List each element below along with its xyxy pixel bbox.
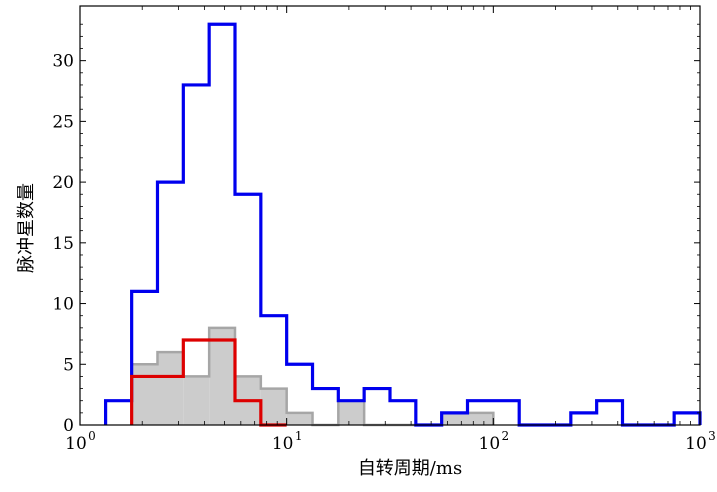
gray-filled-series-bar-8 [338, 400, 365, 425]
gray-filled-series-bar-3 [209, 327, 235, 425]
x-tick-exponent-1: 1 [295, 429, 303, 443]
gray-filled-series-bar-12 [441, 412, 468, 425]
y-tick-label-0: 0 [63, 416, 74, 436]
y-tick-label-15: 15 [52, 234, 74, 254]
plot-frame [79, 5, 701, 426]
series-layer [103, 22, 702, 427]
x-axis-label: 自转周期/ms [358, 458, 462, 479]
x-tick-exponent-2: 2 [502, 429, 510, 443]
gray-filled-series-bar-2 [183, 376, 210, 425]
blue-step-series [103, 22, 702, 427]
gray-filled-series-bar-5 [260, 388, 287, 425]
red-step-series-outline [130, 338, 287, 427]
x-tick-label-3: 10 [685, 434, 707, 454]
y-tick-label-30: 30 [52, 52, 74, 72]
y-tick-label-20: 20 [52, 173, 74, 193]
y-tick-label-10: 10 [52, 295, 74, 315]
blue-step-series-outline [103, 22, 702, 427]
x-tick-exponent-0: 0 [88, 429, 96, 443]
y-tick-label-5: 5 [63, 355, 74, 375]
x-tick-label-1: 10 [272, 434, 294, 454]
x-tick-label-2: 10 [479, 434, 501, 454]
gray-filled-series-bar-13 [467, 412, 494, 425]
gray-filled-series-bar-6 [286, 412, 313, 425]
y-axis-label: 脉冲星数量 [16, 183, 37, 273]
x-tick-label-0: 10 [65, 434, 87, 454]
gray-filled-series-bar-1 [157, 352, 184, 425]
red-step-series [130, 338, 287, 427]
x-tick-exponent-3: 3 [708, 429, 716, 443]
gray-filled-series-bar-0 [131, 364, 158, 425]
y-tick-label-25: 25 [52, 112, 74, 132]
